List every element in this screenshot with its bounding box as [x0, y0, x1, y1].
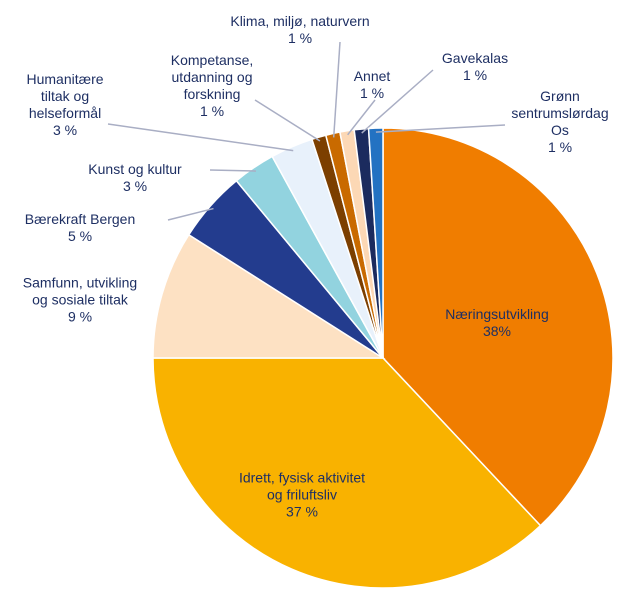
- pie-slice: [152, 233, 386, 359]
- value-label: 1 %: [199, 103, 225, 119]
- leader-line: [254, 99, 321, 142]
- pie-slice: [152, 357, 542, 589]
- leader-line: [332, 41, 341, 138]
- value-label: 37 %: [286, 503, 318, 520]
- slice-label: Kompetanse, utdanning og forskning 1 %: [117, 52, 307, 120]
- leader-line: [347, 99, 376, 136]
- category: Grønn sentrumslørdag Os: [511, 88, 609, 138]
- category: Kunst og kultur: [88, 161, 182, 177]
- value-label: 3 %: [122, 178, 148, 194]
- slice-label: Kunst og kultur 3 %: [40, 161, 230, 195]
- leader-line: [107, 123, 294, 152]
- slice-label: Næringsutvikling 38%: [402, 306, 592, 340]
- pie-slice: [382, 127, 614, 527]
- slice-label: Samfunn, utvikling og sosiale tiltak 9 %: [0, 275, 175, 326]
- category: Idrett, fysisk aktivitet og friluftsliv: [238, 469, 366, 503]
- pie-slice: [367, 127, 384, 359]
- leader-line: [361, 69, 434, 134]
- leader-line: [375, 124, 506, 133]
- slice-label: Annet 1 %: [277, 68, 467, 102]
- value-label: 1 %: [359, 85, 385, 101]
- value-label: 1 %: [462, 67, 488, 83]
- slice-label: Grønn sentrumslørdag Os 1 %: [465, 88, 627, 156]
- value-label: 9 %: [67, 308, 93, 325]
- value-label: 1 %: [547, 139, 573, 155]
- value-label: 38%: [482, 323, 512, 339]
- category: Annet: [353, 68, 391, 84]
- value-label: 3 %: [52, 122, 78, 138]
- slice-label: Idrett, fysisk aktivitet og friluftsliv 3…: [207, 470, 397, 521]
- leader-line: [167, 207, 214, 221]
- slice-label: Klima, miljø, naturvern 1 %: [205, 13, 395, 47]
- category: Gavekalas: [441, 50, 509, 66]
- category: Bærekraft Bergen: [24, 211, 136, 227]
- value-label: 5 %: [67, 228, 93, 244]
- category: Næringsutvikling: [445, 306, 549, 322]
- category: Samfunn, utvikling og sosiale tiltak: [22, 274, 138, 308]
- slice-label: Gavekalas 1 %: [380, 50, 570, 84]
- value-label: 1 %: [287, 30, 313, 46]
- category: Humanitære tiltak og helseformål: [26, 71, 104, 121]
- leader-line: [209, 169, 256, 172]
- category: Kompetanse, utdanning og forskning: [170, 52, 254, 102]
- slice-label: Humanitære tiltak og helseformål 3 %: [0, 71, 160, 139]
- category: Klima, miljø, naturvern: [230, 13, 370, 29]
- slice-label: Bærekraft Bergen 5 %: [0, 211, 175, 245]
